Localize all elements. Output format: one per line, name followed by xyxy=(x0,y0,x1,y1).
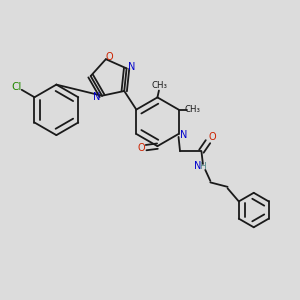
Text: H: H xyxy=(199,162,206,171)
Text: CH₃: CH₃ xyxy=(184,105,200,114)
Text: CH₃: CH₃ xyxy=(152,81,168,90)
Text: N: N xyxy=(128,62,136,72)
Text: O: O xyxy=(208,132,216,142)
Text: Cl: Cl xyxy=(11,82,22,92)
Text: N: N xyxy=(93,92,100,102)
Text: O: O xyxy=(138,142,145,153)
Text: O: O xyxy=(106,52,113,62)
Text: N: N xyxy=(194,161,201,171)
Text: N: N xyxy=(180,130,188,140)
